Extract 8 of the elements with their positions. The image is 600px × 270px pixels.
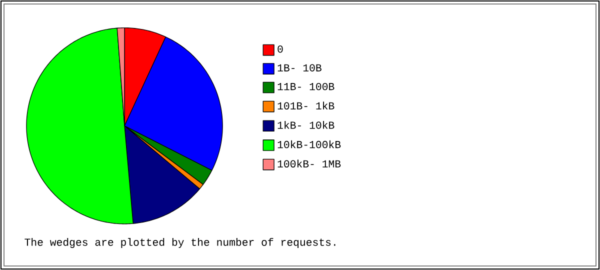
legend-label: 11B- 100B	[278, 82, 334, 90]
text: The wedges are plotted by the number of requests.	[24, 238, 336, 248]
legend-label: 101B- 1kB	[278, 102, 334, 110]
legend-label: 10kB-100kB	[278, 140, 341, 148]
legend-label: 1B- 10B	[278, 64, 322, 72]
legend-label: 0	[278, 45, 283, 53]
legend-label: 100kB- 1MB	[278, 160, 341, 168]
legend-label: 1kB- 10kB	[278, 121, 334, 129]
